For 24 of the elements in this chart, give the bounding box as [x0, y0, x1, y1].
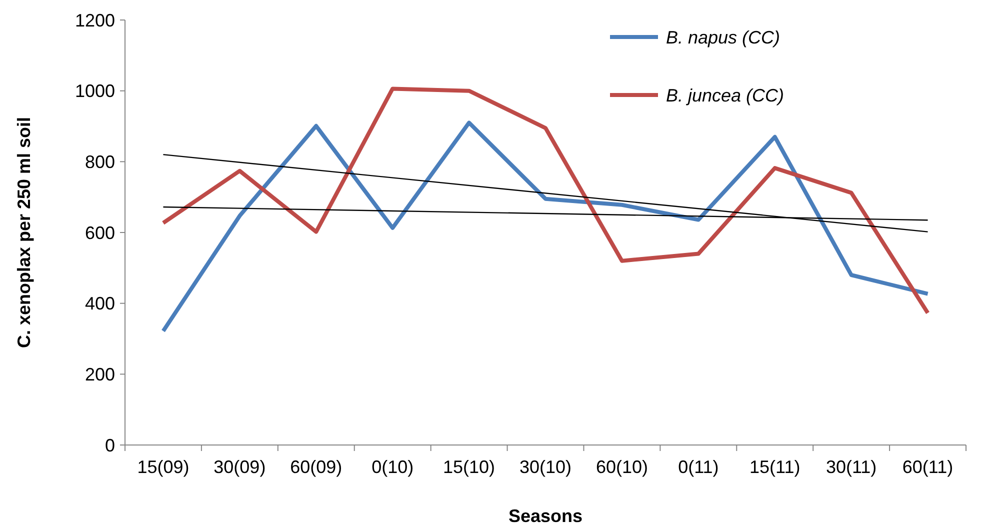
- line-series: [161, 120, 930, 333]
- y-tick-label: 400: [84, 294, 115, 314]
- x-tick-label: 30(11): [826, 457, 877, 477]
- y-tick-label: 800: [84, 152, 115, 172]
- x-tick-label: 30(10): [519, 457, 572, 477]
- x-tick-label: 0(10): [372, 457, 414, 477]
- legend-label: B. napus (CC): [666, 27, 780, 48]
- y-axis-title: C. xenoplax per 250 ml soil: [14, 116, 34, 348]
- y-tick-label: 1000: [74, 81, 115, 102]
- legend-label: B. juncea (CC): [666, 85, 784, 106]
- line-series: [161, 86, 930, 315]
- x-tick-label: 60(10): [596, 457, 648, 477]
- x-tick-label: 15(09): [137, 457, 190, 477]
- x-tick-label: 30(09): [214, 457, 266, 477]
- y-tick-label: 600: [84, 222, 115, 243]
- y-tick-label: 200: [84, 364, 115, 384]
- x-tick-label: 60(11): [902, 457, 954, 477]
- x-axis-title: Seasons: [508, 506, 583, 526]
- y-tick-label: 1200: [74, 10, 115, 30]
- x-tick-label: 0(11): [678, 457, 719, 477]
- y-tick-label: 0: [104, 435, 115, 456]
- x-tick-label: 15(10): [443, 457, 496, 477]
- x-tick-label: 15(11): [750, 457, 800, 477]
- x-tick-label: 60(09): [290, 457, 342, 477]
